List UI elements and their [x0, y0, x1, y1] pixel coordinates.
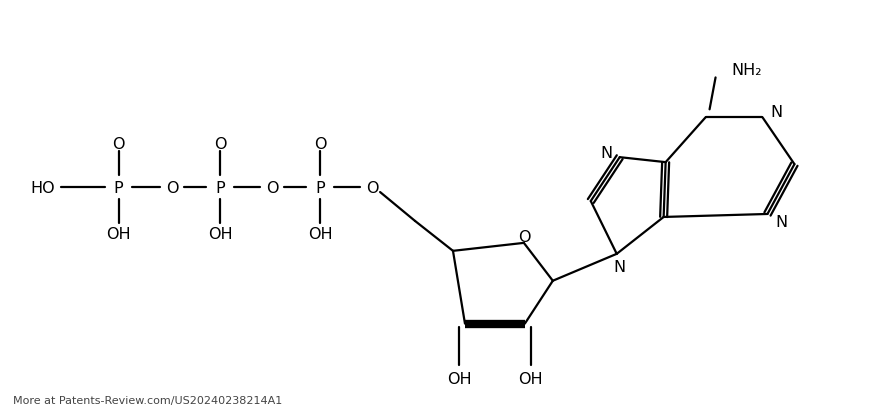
Text: NH₂: NH₂ [731, 63, 762, 78]
Text: O: O [113, 136, 125, 151]
Text: OH: OH [208, 227, 232, 242]
Text: P: P [315, 180, 325, 195]
Text: More at Patents-Review.com/US20240238214A1: More at Patents-Review.com/US20240238214… [12, 396, 282, 405]
Text: O: O [314, 136, 326, 151]
Text: N: N [775, 215, 788, 230]
Text: O: O [166, 180, 179, 195]
Text: OH: OH [518, 371, 543, 386]
Text: O: O [366, 180, 378, 195]
Text: P: P [216, 180, 225, 195]
Text: OH: OH [308, 227, 333, 242]
Text: P: P [114, 180, 123, 195]
Text: O: O [214, 136, 226, 151]
Text: O: O [266, 180, 278, 195]
Text: N: N [601, 145, 612, 160]
Text: OH: OH [106, 227, 131, 242]
Text: N: N [613, 260, 626, 274]
Text: HO: HO [30, 180, 55, 195]
Text: O: O [518, 230, 532, 245]
Text: OH: OH [447, 371, 472, 386]
Text: N: N [770, 105, 782, 119]
